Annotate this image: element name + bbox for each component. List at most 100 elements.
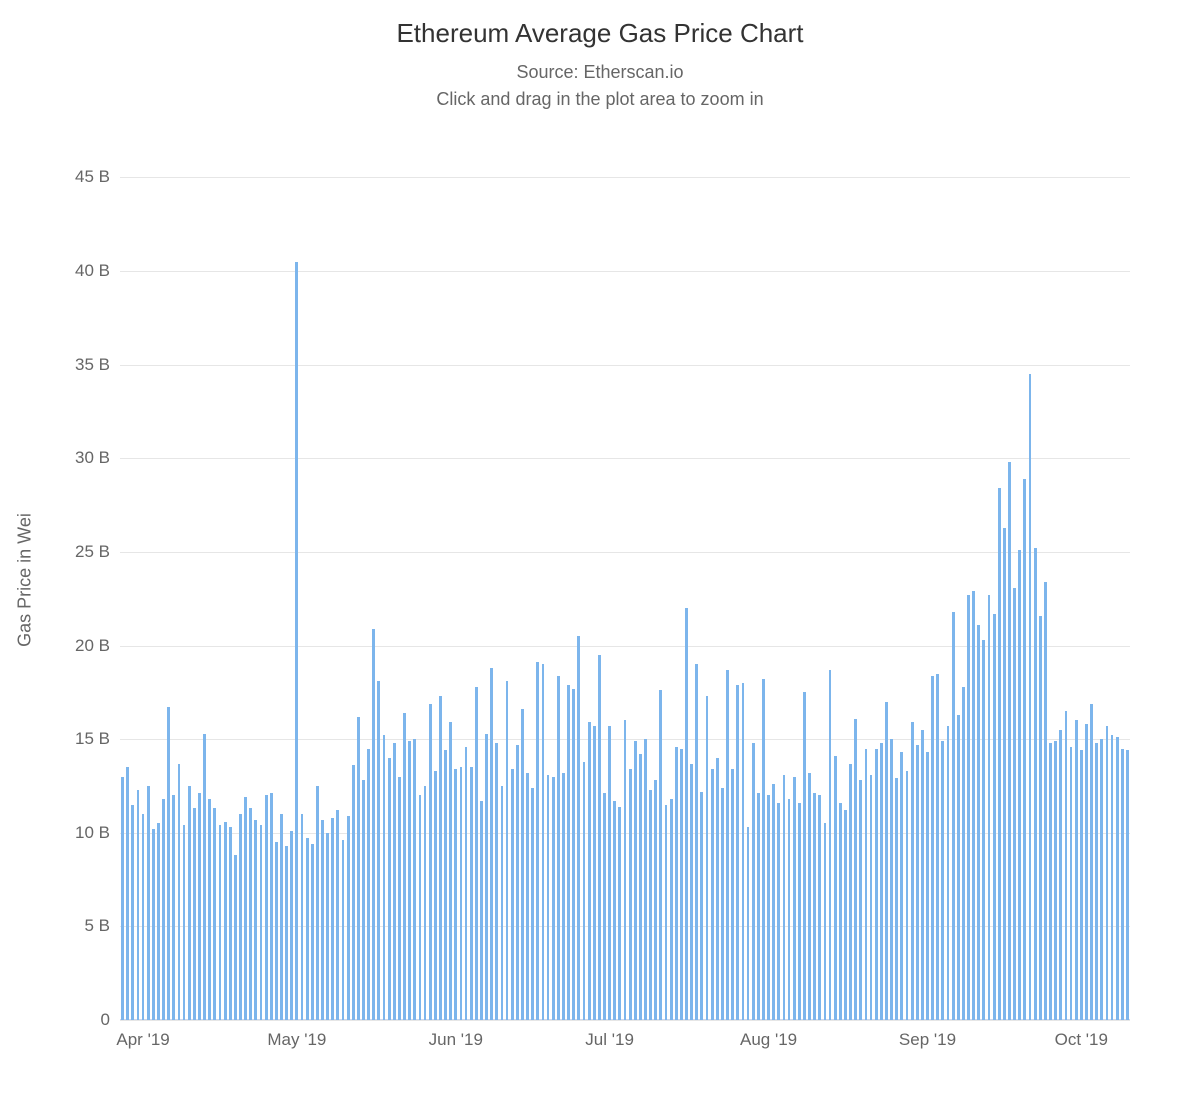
bar[interactable] [783,775,786,1020]
bar[interactable] [752,743,755,1020]
bar[interactable] [629,769,632,1020]
bar[interactable] [234,855,237,1020]
bar[interactable] [213,808,216,1020]
bar[interactable] [183,825,186,1020]
bar[interactable] [1008,462,1011,1020]
bar[interactable] [126,767,129,1020]
bar[interactable] [357,717,360,1020]
bar[interactable] [444,750,447,1020]
bar[interactable] [1023,479,1026,1020]
bar[interactable] [916,745,919,1020]
bar[interactable] [321,820,324,1020]
bar[interactable] [1059,730,1062,1020]
plot-area[interactable]: 05 B10 B15 B20 B25 B30 B35 B40 B45 BApr … [120,140,1130,1020]
bar[interactable] [890,739,893,1020]
bar[interactable] [700,792,703,1020]
bar[interactable] [706,696,709,1020]
bar[interactable] [239,814,242,1020]
bar[interactable] [316,786,319,1020]
bar[interactable] [803,692,806,1020]
bar[interactable] [347,816,350,1020]
bar[interactable] [813,793,816,1020]
bar[interactable] [736,685,739,1020]
bar[interactable] [1039,616,1042,1020]
bar[interactable] [1090,704,1093,1020]
bar[interactable] [659,690,662,1020]
bar[interactable] [598,655,601,1020]
bar[interactable] [921,730,924,1020]
bar[interactable] [254,820,257,1020]
bar[interactable] [1106,726,1109,1020]
bar[interactable] [434,771,437,1020]
bar[interactable] [649,790,652,1020]
bar[interactable] [270,793,273,1020]
bar[interactable] [900,752,903,1020]
bar[interactable] [521,709,524,1020]
bar[interactable] [208,799,211,1020]
bar[interactable] [1065,711,1068,1020]
bar[interactable] [480,801,483,1020]
bar[interactable] [726,670,729,1020]
bar[interactable] [470,767,473,1020]
bar[interactable] [885,702,888,1020]
bar[interactable] [393,743,396,1020]
bar[interactable] [695,664,698,1020]
bar[interactable] [839,803,842,1020]
bar[interactable] [342,840,345,1020]
bar[interactable] [336,810,339,1020]
bar[interactable] [906,771,909,1020]
bar[interactable] [972,591,975,1020]
bar[interactable] [454,769,457,1020]
bar[interactable] [665,805,668,1020]
bar[interactable] [818,795,821,1020]
bar[interactable] [993,614,996,1020]
bar[interactable] [301,814,304,1020]
bar[interactable] [603,793,606,1020]
bar[interactable] [875,749,878,1020]
bar[interactable] [516,745,519,1020]
bar[interactable] [377,681,380,1020]
bar[interactable] [947,726,950,1020]
bar[interactable] [829,670,832,1020]
bar[interactable] [967,595,970,1020]
bar[interactable] [465,747,468,1020]
bar[interactable] [577,636,580,1020]
bar[interactable] [203,734,206,1020]
bar[interactable] [1029,374,1032,1020]
bar[interactable] [413,739,416,1020]
bar[interactable] [757,793,760,1020]
bar[interactable] [675,747,678,1020]
bar[interactable] [982,640,985,1020]
bar[interactable] [988,595,991,1020]
bar[interactable] [495,743,498,1020]
bar[interactable] [834,756,837,1020]
bar[interactable] [654,780,657,1020]
bar[interactable] [367,749,370,1020]
bar[interactable] [1100,739,1103,1020]
bar[interactable] [798,803,801,1020]
bar[interactable] [162,799,165,1020]
bar[interactable] [1085,724,1088,1020]
bar[interactable] [952,612,955,1020]
bar[interactable] [911,722,914,1020]
bar[interactable] [670,799,673,1020]
bar[interactable] [1044,582,1047,1020]
bar[interactable] [147,786,150,1020]
bar[interactable] [388,758,391,1020]
bar[interactable] [680,749,683,1020]
bar[interactable] [716,758,719,1020]
bar[interactable] [562,773,565,1020]
bar[interactable] [352,765,355,1020]
bar[interactable] [152,829,155,1020]
bar[interactable] [772,784,775,1020]
bar[interactable] [849,764,852,1021]
bar[interactable] [260,825,263,1020]
bar[interactable] [490,668,493,1020]
bar[interactable] [449,722,452,1020]
bar[interactable] [865,749,868,1020]
bar[interactable] [1070,747,1073,1020]
bar[interactable] [824,823,827,1020]
bar[interactable] [229,827,232,1020]
bar[interactable] [936,674,939,1020]
bar[interactable] [557,676,560,1021]
